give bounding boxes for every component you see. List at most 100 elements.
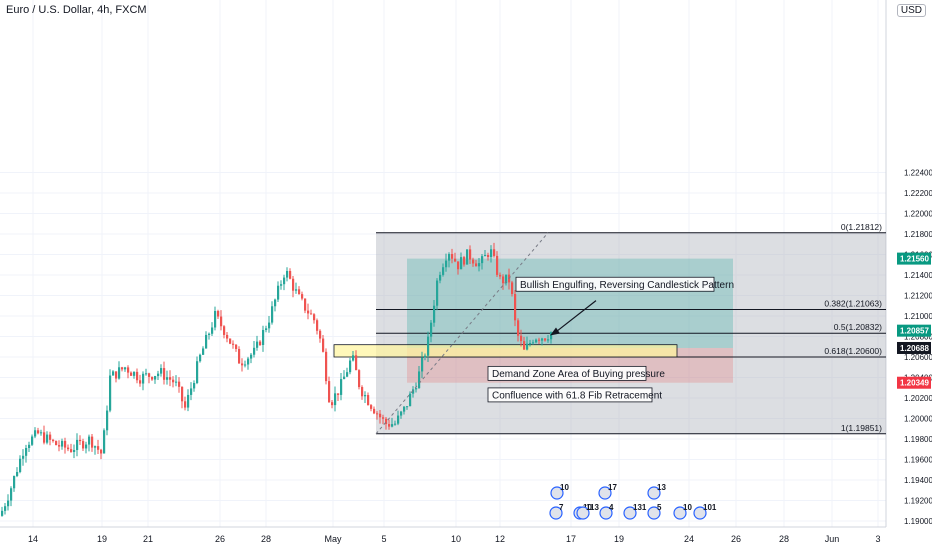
y-tick-label: 1.19400 [904,476,932,485]
candle-body [70,449,73,452]
currency-button[interactable]: USD [896,4,926,17]
candle-body [295,289,298,291]
candle-body [259,341,262,346]
candle-body [433,305,436,323]
candle-body [274,299,277,307]
candle-body [484,255,487,257]
candle-body [310,313,313,315]
price-tag-label: 1.20349 [900,379,929,388]
fib-level-label: 0.618(1.20600) [824,346,882,356]
annotation-arrow [553,300,597,334]
candle-body [511,282,514,295]
candle-body [211,327,214,334]
candle-body [313,314,316,321]
candle-body [493,249,496,256]
x-tick-label: 24 [684,534,694,544]
candle-body [364,395,367,397]
candle-body [262,329,265,346]
y-tick-label: 1.21200 [904,292,932,301]
candle-body [232,343,235,345]
candle-body [7,500,10,507]
candle-body [421,357,424,372]
y-tick-label: 1.22200 [904,189,932,198]
candle-body [487,255,490,258]
candle-body [406,406,409,408]
candle-body [439,274,442,281]
candle-body [328,381,331,403]
candle-body [478,263,481,267]
candle-body [43,432,46,443]
annotation-text: Demand Zone Area of Buying pressure [492,369,665,380]
candle-body [463,257,466,265]
candle-body [46,434,49,443]
candle-body [37,430,40,434]
fib-level-label: 1(1.19851) [841,423,882,433]
candle-body [340,379,343,395]
candle-body [370,405,373,409]
candle-body [346,372,349,377]
x-tick-label: 26 [731,534,741,544]
candle-body [475,263,478,267]
candle-body [112,371,115,376]
candle-body [367,395,370,406]
candle-body [55,441,58,446]
candle-body [397,415,400,424]
x-tick-label: 5 [381,534,386,544]
x-tick-label: 12 [495,534,505,544]
candle-body [205,334,208,349]
candle-body [355,355,358,371]
event-count-label: 10 [560,483,569,492]
candle-body [271,306,274,323]
candle-body [265,328,268,330]
candle-body [25,448,28,456]
candle-body [97,446,100,450]
candle-body [250,354,253,359]
candle-body [529,343,532,345]
candle-body [229,338,232,344]
candle-body [379,413,382,418]
candle-body [298,289,301,295]
candle-body [130,372,133,376]
y-tick-label: 1.19600 [904,456,932,465]
candle-body [316,320,319,331]
candle-body [154,376,157,380]
candle-body [106,410,109,431]
candle-body [160,368,163,374]
candle-body [301,294,304,299]
candle-body [196,361,199,384]
candle-body [67,447,70,450]
candle-body [361,387,364,397]
annotation-box [515,276,715,292]
candle-body [385,418,388,425]
candle-body [79,439,82,442]
candle-body [349,360,352,373]
x-tick-label: 19 [614,534,624,544]
price-tag [897,341,931,354]
candle-body [61,440,64,447]
candle-body [76,439,79,451]
fib-level-label: 0.382(1.21063) [824,299,882,309]
event-flag-icon [693,506,707,520]
candle-body [544,338,547,341]
candle-body [523,341,526,350]
candle-body [13,476,16,489]
demand-zone-rectangle [333,344,678,358]
candle-body [199,354,202,362]
candle-body [358,370,361,388]
event-flag-icon [623,506,637,520]
y-tick-label: 1.20200 [904,394,932,403]
candle-body [166,377,169,380]
event-flag-icon [550,486,564,500]
annotation-text: Bullish Engulfing, Reversing Candlestick… [520,280,734,291]
annotation-text: Confluence with 61.8 Fib Retracement [492,390,662,401]
candle-body [118,367,121,379]
candle-body [460,257,463,270]
candle-body [82,441,85,449]
candle-body [151,376,154,380]
y-tick-label: 1.22000 [904,210,932,219]
candle-body [403,406,406,412]
candle-body [307,310,310,314]
x-tick-label: 28 [261,534,271,544]
candle-body [52,439,55,442]
